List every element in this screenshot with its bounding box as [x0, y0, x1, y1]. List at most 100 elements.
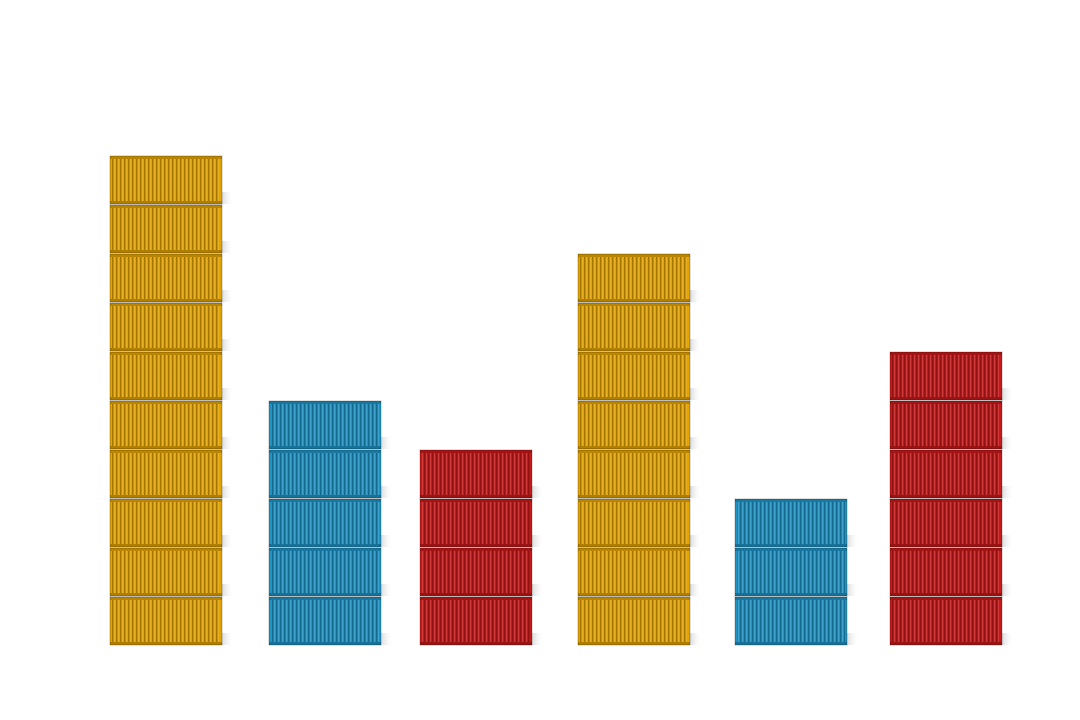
container-top-rail: [890, 548, 1002, 551]
container-shadow: [220, 633, 234, 645]
container-shadow: [220, 290, 234, 302]
container-bottom-rail: [110, 299, 222, 302]
container-ribs: [580, 551, 688, 593]
container-shadow: [688, 633, 702, 645]
container-top-rail: [735, 548, 847, 551]
container-bottom-rail: [890, 446, 1002, 449]
container-top-rail: [269, 597, 381, 600]
container-shadow: [845, 633, 859, 645]
container-bottom-rail: [110, 201, 222, 204]
container-stack: [734, 498, 859, 646]
container-top-rail: [890, 352, 1002, 355]
container-bottom-rail: [269, 593, 381, 596]
container-bottom-rail: [578, 642, 690, 645]
container-shadow: [220, 339, 234, 351]
container-top-rail: [420, 450, 532, 453]
container-top-rail: [269, 499, 381, 502]
container-bottom-rail: [578, 348, 690, 351]
container-ribs: [112, 600, 220, 642]
container-bottom-rail: [420, 544, 532, 547]
container-ribs: [422, 453, 530, 495]
container-ribs: [112, 257, 220, 299]
container-ribs: [422, 502, 530, 544]
container-ribs: [580, 306, 688, 348]
container-bottom-rail: [735, 593, 847, 596]
container-top-rail: [890, 401, 1002, 404]
container-ribs: [112, 502, 220, 544]
container-bottom-rail: [269, 495, 381, 498]
container-top-rail: [578, 254, 690, 257]
container-top-rail: [269, 450, 381, 453]
container-top-rail: [578, 352, 690, 355]
container-bottom-rail: [890, 544, 1002, 547]
container-shadow: [1000, 535, 1014, 547]
container-top-rail: [735, 597, 847, 600]
container-shadow: [530, 486, 544, 498]
container-ribs: [112, 355, 220, 397]
container-bottom-rail: [110, 397, 222, 400]
container-ribs: [892, 404, 1000, 446]
container-shadow: [1000, 388, 1014, 400]
container-bottom-rail: [735, 544, 847, 547]
container-top-rail: [110, 450, 222, 453]
container-ribs: [580, 355, 688, 397]
container-shadow: [530, 535, 544, 547]
container-shadow: [1000, 486, 1014, 498]
container-stack: [109, 155, 234, 646]
container-top-rail: [110, 597, 222, 600]
container-shadow: [220, 584, 234, 596]
container-ribs: [580, 453, 688, 495]
container-bottom-rail: [578, 544, 690, 547]
container-shadow: [688, 339, 702, 351]
container-bottom-rail: [578, 299, 690, 302]
container-top-rail: [578, 548, 690, 551]
container-top-rail: [578, 401, 690, 404]
container-bottom-rail: [110, 495, 222, 498]
container-ribs: [112, 404, 220, 446]
container-shadow: [530, 584, 544, 596]
container-top-rail: [890, 597, 1002, 600]
container-bottom-rail: [890, 642, 1002, 645]
container-top-rail: [110, 156, 222, 159]
container-bottom-rail: [578, 593, 690, 596]
container-shadow: [379, 437, 393, 449]
container-bottom-rail: [110, 642, 222, 645]
container-top-rail: [578, 499, 690, 502]
container-bottom-rail: [890, 397, 1002, 400]
container-ribs: [112, 159, 220, 201]
container-ribs: [112, 208, 220, 250]
container-ribs: [580, 257, 688, 299]
container-shadow: [220, 388, 234, 400]
container-bottom-rail: [269, 544, 381, 547]
container-ribs: [271, 551, 379, 593]
container-bottom-rail: [269, 446, 381, 449]
container-bottom-rail: [578, 446, 690, 449]
container-bottom-rail: [735, 642, 847, 645]
container-ribs: [112, 453, 220, 495]
container-top-rail: [269, 548, 381, 551]
container-ribs: [422, 551, 530, 593]
container-bottom-rail: [110, 250, 222, 253]
container-top-rail: [890, 499, 1002, 502]
container-top-rail: [269, 401, 381, 404]
container-shadow: [1000, 437, 1014, 449]
container-top-rail: [420, 499, 532, 502]
container-ribs: [271, 453, 379, 495]
container-ribs: [892, 502, 1000, 544]
container-shadow: [1000, 633, 1014, 645]
container-ribs: [112, 306, 220, 348]
container-top-rail: [420, 548, 532, 551]
container-ribs: [737, 551, 845, 593]
container-ribs: [271, 404, 379, 446]
container-bottom-rail: [420, 642, 532, 645]
container-bottom-rail: [578, 397, 690, 400]
container-bottom-rail: [110, 593, 222, 596]
container-top-rail: [110, 303, 222, 306]
container-bottom-rail: [578, 495, 690, 498]
container-top-rail: [735, 499, 847, 502]
container-shadow: [220, 437, 234, 449]
container-top-rail: [578, 597, 690, 600]
container-top-rail: [578, 450, 690, 453]
container-top-rail: [110, 401, 222, 404]
container-shadow: [379, 486, 393, 498]
